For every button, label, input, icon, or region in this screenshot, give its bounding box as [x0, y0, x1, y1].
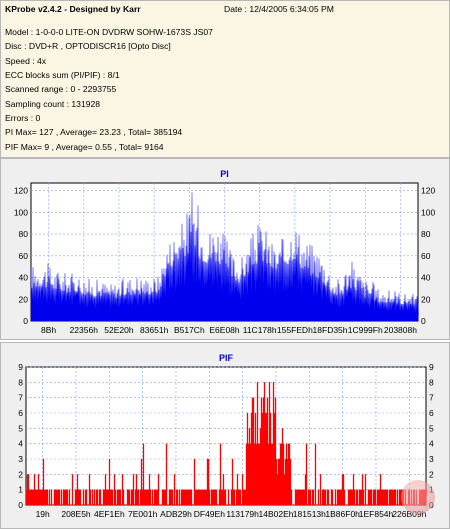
pif-ytick-left: 4 — [18, 439, 23, 449]
pif-xtick-label: 181513h — [293, 509, 326, 519]
pif-xtick-label: 208E5h — [61, 509, 91, 519]
pif-ytick-left: 9 — [18, 362, 23, 372]
pi-xtick-label: 11C178h — [243, 325, 277, 335]
scan-date: Date : 12/4/2005 6:34:05 PM — [224, 4, 334, 14]
pif-xtick-label: ADB29h — [160, 509, 192, 519]
pif-ytick-right: 4 — [429, 439, 434, 449]
pif-chart-panel: PIF0011223344556677889919h208E5h4EF1Eh7E… — [0, 342, 450, 529]
pif-ytick-right: 5 — [429, 423, 434, 433]
pif-ytick-right: 9 — [429, 362, 434, 372]
info-line-errors: Errors : 0 — [5, 113, 41, 123]
pi-xtick-label: 83651h — [140, 325, 169, 335]
pif-xtick-label: 7E001h — [128, 509, 158, 519]
pi-ytick-left: 60 — [19, 251, 29, 261]
pif-ytick-left: 6 — [18, 408, 23, 418]
pif-ytick-left: 1 — [18, 485, 23, 495]
info-line-sampling: Sampling count : 131928 — [5, 99, 101, 109]
pif-chart: PIF0011223344556677889919h208E5h4EF1Eh7E… — [18, 353, 434, 519]
pi-ytick-right: 80 — [421, 229, 431, 239]
pif-xtick-label: 1EF854h — [359, 509, 394, 519]
pif-ytick-left: 7 — [18, 393, 23, 403]
info-line-model: Model : 1-0-0-0 LITE-ON DVDRW SOHW-1673S… — [5, 27, 213, 37]
pif-ytick-right: 6 — [429, 408, 434, 418]
pi-data-series — [30, 192, 419, 322]
pif-ytick-left: 0 — [18, 500, 23, 510]
pif-ytick-left: 2 — [18, 469, 23, 479]
watermark-logo — [401, 480, 435, 514]
pif-ytick-left: 5 — [18, 423, 23, 433]
info-line-disc: Disc : DVD+R , OPTODISCR16 [Opto Disc] — [5, 41, 171, 51]
pi-ytick-left: 40 — [19, 273, 29, 283]
pi-ytick-right: 20 — [421, 294, 431, 304]
pi-xtick-label: B517Ch — [174, 325, 205, 335]
pif-ytick-right: 2 — [429, 469, 434, 479]
pi-ytick-right: 0 — [421, 316, 426, 326]
pif-xtick-label: 14B02Eh — [259, 509, 294, 519]
pi-ytick-left: 80 — [19, 229, 29, 239]
pi-xtick-label: 52E20h — [104, 325, 134, 335]
pi-ytick-right: 100 — [421, 207, 435, 217]
pif-xtick-label: 1B86F0h — [325, 509, 360, 519]
pi-chart-title: PI — [220, 169, 229, 179]
info-line-pi: PI Max= 127 , Average= 23.23 , Total= 38… — [5, 127, 183, 137]
pif-ytick-right: 3 — [429, 454, 434, 464]
pif-ytick-right: 7 — [429, 393, 434, 403]
pi-ytick-left: 100 — [14, 207, 28, 217]
scan-info-panel: KProbe v2.4.2 - Designed by Karr Date : … — [0, 0, 450, 158]
pi-xtick-label: 155FEDh — [277, 325, 313, 335]
pif-ytick-right: 8 — [429, 377, 434, 387]
pi-xtick-label: 22356h — [70, 325, 99, 335]
app-title: KProbe v2.4.2 - Designed by Karr — [5, 4, 141, 14]
pif-xtick-label: 19h — [36, 509, 50, 519]
pi-xtick-label: 1C999Fh — [348, 325, 383, 335]
pi-chart-panel: PI 0 0 20 20 40 40 60 60 80 80 100 100 120 120 8Bh 22356… — [0, 158, 450, 340]
pi-xtick-label: 8Bh — [41, 325, 56, 335]
pif-ytick-left: 8 — [18, 377, 23, 387]
info-line-pif: PIF Max= 9 , Average= 0.55 , Total= 9164 — [5, 142, 164, 152]
pi-ytick-right: 60 — [421, 251, 431, 261]
pi-ytick-left: 20 — [19, 294, 29, 304]
pif-xtick-label: 226B09h — [392, 509, 426, 519]
info-line-ecc: ECC blocks sum (PI/PIF) : 8/1 — [5, 70, 120, 80]
pif-ytick-left: 3 — [18, 454, 23, 464]
pi-ytick-left: 0 — [23, 316, 28, 326]
pi-ytick-right: 40 — [421, 273, 431, 283]
info-line-range: Scanned range : 0 - 2293755 — [5, 84, 117, 94]
pi-xtick-label: 203808h — [384, 325, 417, 335]
pi-xtick-label: 18FD35h — [313, 325, 348, 335]
pi-chart: PI 0 0 20 20 40 40 60 60 80 80 100 100 120 120 8Bh 22356… — [14, 169, 436, 335]
pif-plot-area — [25, 366, 427, 506]
pif-xtick-label: 4EF1Eh — [94, 509, 125, 519]
pif-chart-title: PIF — [219, 353, 234, 363]
info-line-speed: Speed : 4x — [5, 56, 47, 66]
pif-data-series — [25, 382, 428, 506]
pi-ytick-right: 120 — [421, 186, 435, 196]
pi-ytick-left: 120 — [14, 186, 28, 196]
pi-xtick-label: E6E08h — [209, 325, 240, 335]
pif-xtick-label: 113179h — [226, 509, 259, 519]
pif-xtick-label: DF49Eh — [194, 509, 225, 519]
